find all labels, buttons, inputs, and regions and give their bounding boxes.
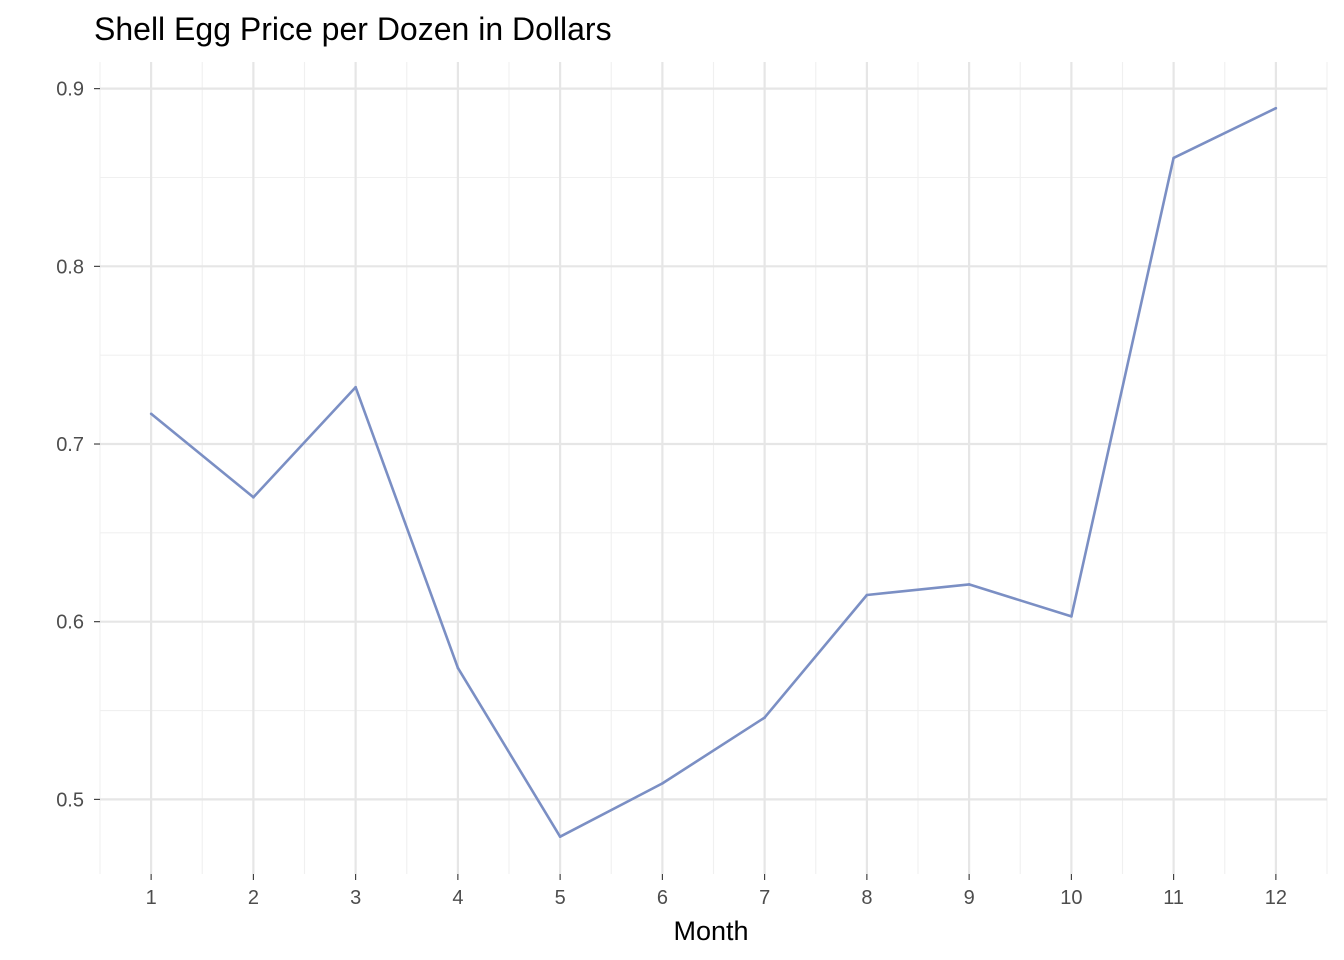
data-point	[661, 782, 664, 785]
data-point	[252, 496, 255, 499]
data-point	[1274, 106, 1278, 110]
major-gridlines	[100, 62, 1327, 874]
x-tick-label: 10	[1060, 887, 1082, 909]
x-tick-label: 8	[861, 887, 872, 909]
y-tick-label: 0.7	[56, 434, 84, 456]
x-tick-label: 6	[657, 887, 668, 909]
y-tick-label: 0.8	[56, 256, 84, 278]
data-point	[967, 583, 971, 586]
x-tick-label: 5	[555, 887, 566, 909]
data-point	[763, 716, 766, 719]
data-point	[149, 412, 153, 416]
x-tick-label: 11	[1163, 887, 1184, 909]
series-layer	[149, 106, 1278, 839]
y-axis-tick-labels: 0.5 0.6 0.7 0.8 0.9	[56, 79, 84, 812]
x-tick-label: 4	[452, 887, 463, 909]
x-axis-tick-labels: 1 2 3 4 5 6 7 8 9 10 11 12	[146, 887, 1287, 909]
data-point	[865, 593, 869, 597]
chart-title: Shell Egg Price per Dozen in Dollars	[94, 11, 612, 47]
series-line	[150, 107, 1277, 839]
y-tick-label: 0.9	[56, 79, 84, 101]
data-point	[1172, 156, 1175, 160]
minor-gridlines	[99, 62, 1328, 874]
x-axis-label: Month	[673, 916, 748, 946]
axis-ticks	[94, 88, 1277, 880]
y-tick-label: 0.5	[56, 789, 84, 811]
x-tick-label: 2	[248, 887, 259, 909]
y-tick-label: 0.6	[56, 612, 84, 634]
data-point	[354, 385, 357, 389]
x-tick-label: 3	[350, 887, 361, 909]
x-tick-label: 7	[759, 887, 770, 909]
x-tick-label: 9	[964, 887, 975, 909]
data-point	[456, 666, 460, 670]
data-point	[1070, 615, 1073, 618]
x-tick-label: 1	[146, 887, 157, 909]
data-point	[558, 835, 562, 838]
x-tick-label: 12	[1265, 887, 1287, 909]
